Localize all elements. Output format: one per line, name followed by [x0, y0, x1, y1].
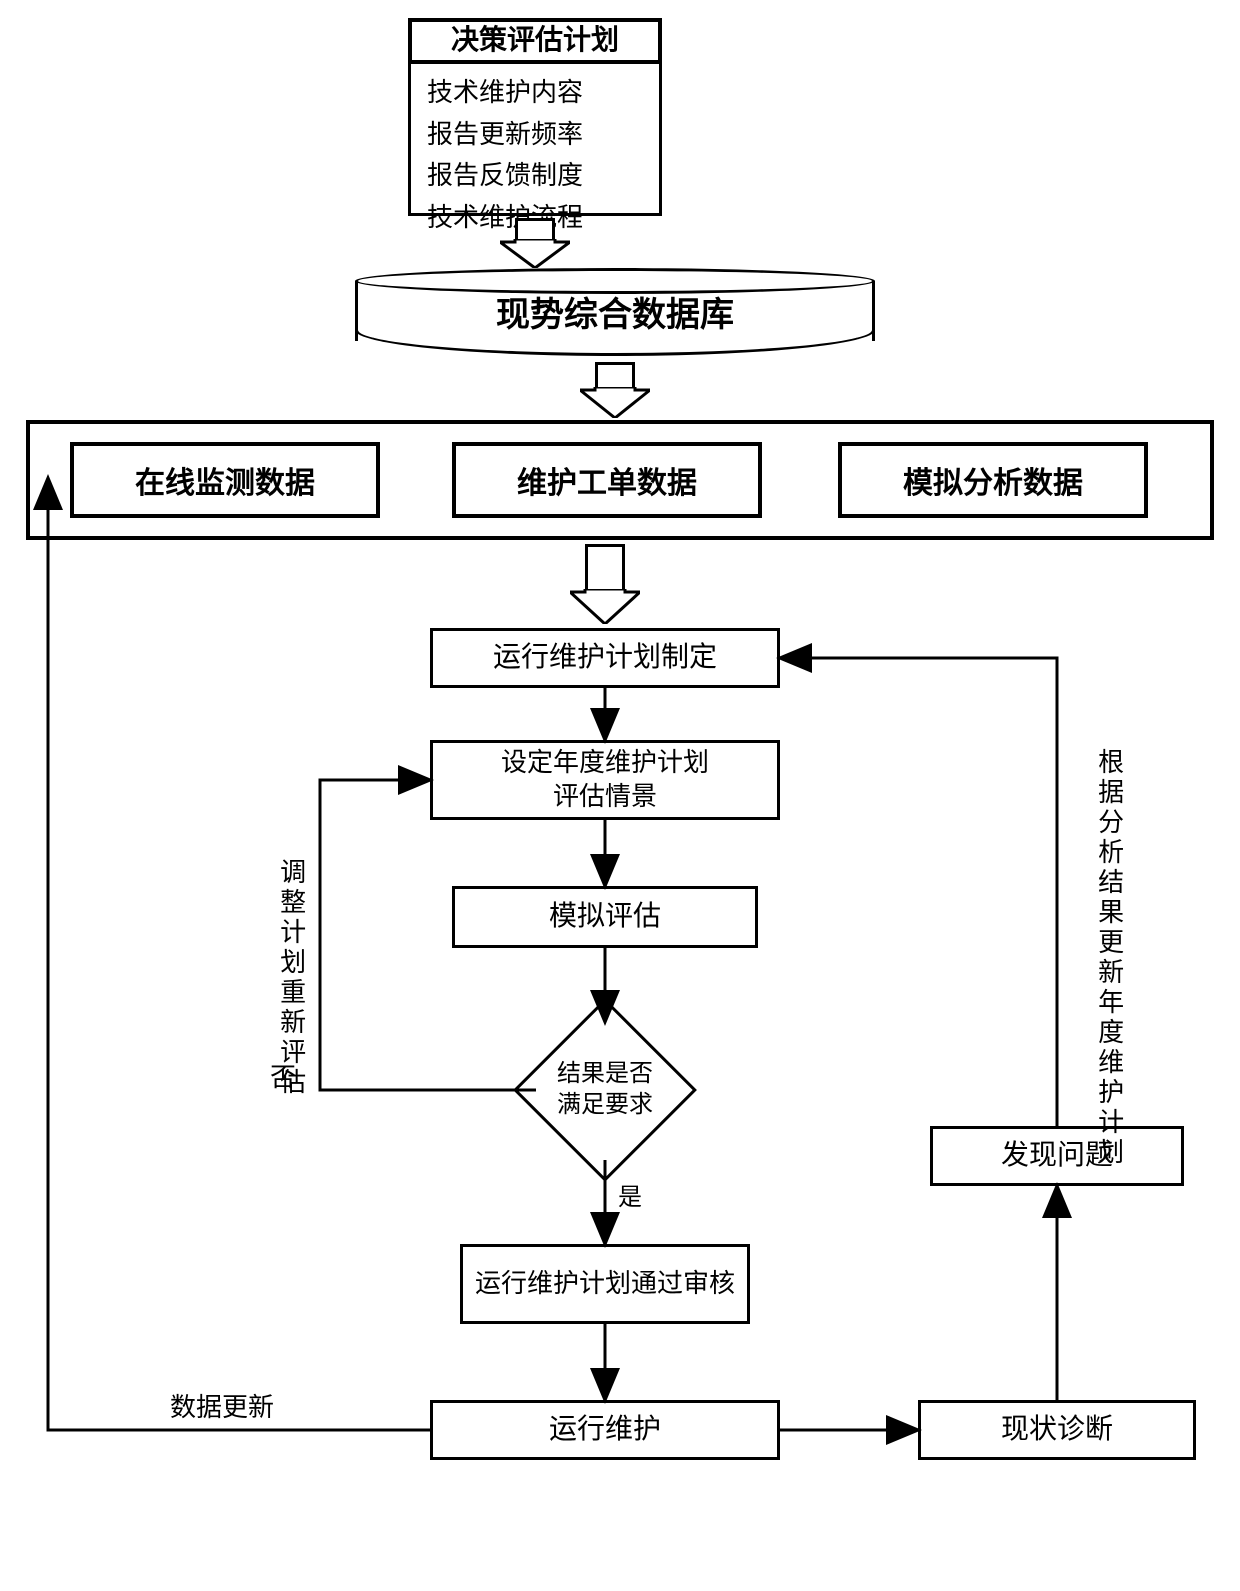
operate-box: 运行维护	[430, 1400, 780, 1460]
list-item: 技术维护内容	[427, 72, 643, 114]
sim-eval-box: 模拟评估	[452, 886, 758, 948]
data-source-online: 在线监测数据	[70, 442, 380, 518]
block-arrow-down-icon	[580, 362, 650, 418]
approved-box: 运行维护计划通过审核	[460, 1244, 750, 1324]
no-char-label: 否	[270, 1060, 296, 1096]
list-item: 报告反馈制度	[427, 155, 643, 197]
data-source-label: 在线监测数据	[135, 458, 315, 502]
yes-label: 是	[618, 1182, 642, 1216]
annual-scenario-label: 设定年度维护计划 评估情景	[501, 746, 709, 814]
data-update-label: 数据更新	[170, 1390, 274, 1426]
approved-label: 运行维护计划通过审核	[475, 1267, 735, 1301]
sim-eval-label: 模拟评估	[549, 899, 661, 935]
decision-plan-list: 技术维护内容 报告更新频率 报告反馈制度 技术维护流程	[408, 64, 662, 216]
decision-text: 结果是否 满足要求	[510, 1048, 700, 1132]
data-source-label: 模拟分析数据	[903, 458, 1083, 502]
block-arrow-down-icon	[500, 218, 570, 268]
plan-make-box: 运行维护计划制定	[430, 628, 780, 688]
data-source-workorder: 维护工单数据	[452, 442, 762, 518]
operate-label: 运行维护	[549, 1412, 661, 1448]
plan-make-label: 运行维护计划制定	[493, 640, 717, 676]
database-cylinder: 现势综合数据库	[355, 268, 875, 364]
decision-plan-title: 决策评估计划	[408, 18, 662, 64]
update-annual-label: 根据分析结果更新年度维护计划	[1088, 748, 1130, 1168]
diagnose-label: 现状诊断	[1001, 1412, 1113, 1448]
list-item: 报告更新频率	[427, 114, 643, 156]
diagnose-box: 现状诊断	[918, 1400, 1196, 1460]
find-problem-box: 发现问题	[930, 1126, 1184, 1186]
data-source-label: 维护工单数据	[517, 458, 697, 502]
data-source-simulation: 模拟分析数据	[838, 442, 1148, 518]
decision-plan-title-text: 决策评估计划	[451, 23, 619, 59]
block-arrow-down-icon	[570, 544, 640, 624]
annual-scenario-box: 设定年度维护计划 评估情景	[430, 740, 780, 820]
